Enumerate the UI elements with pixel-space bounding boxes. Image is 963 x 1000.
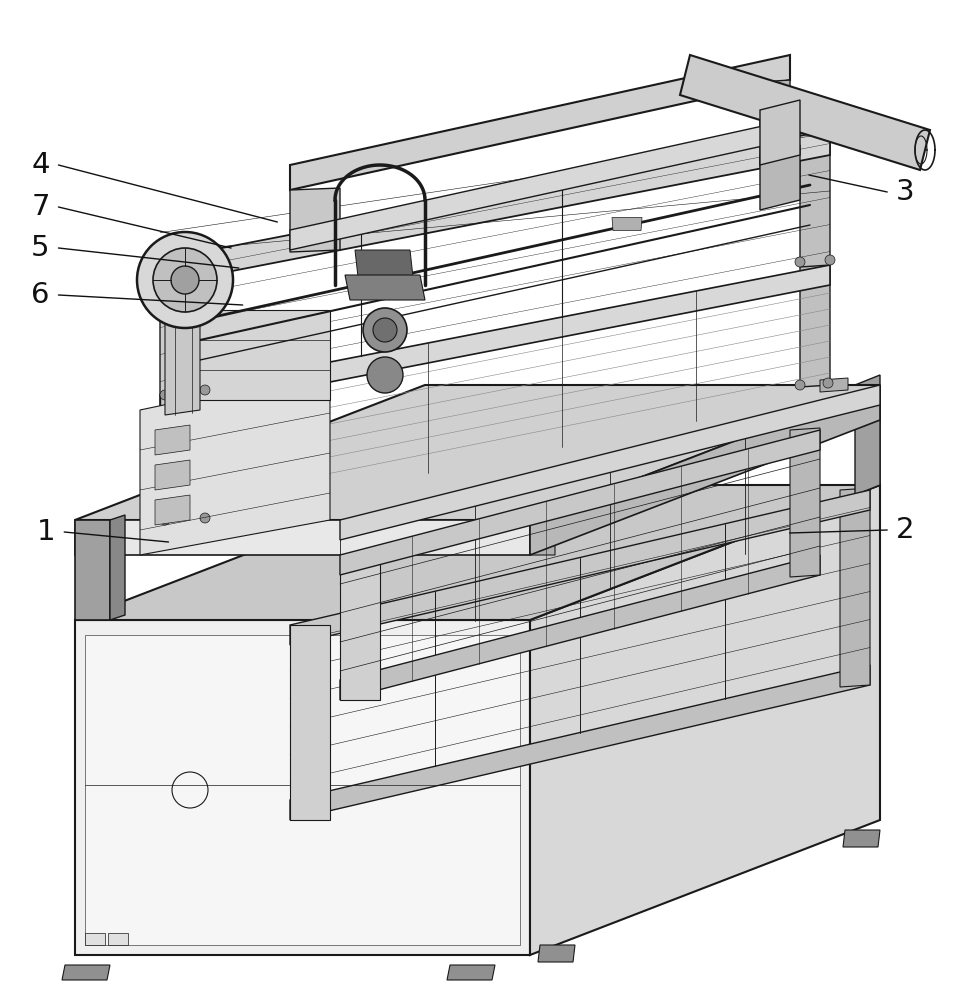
Circle shape (367, 357, 403, 393)
Polygon shape (160, 265, 830, 415)
Polygon shape (612, 218, 642, 231)
Polygon shape (155, 460, 190, 490)
Polygon shape (75, 620, 530, 955)
Polygon shape (855, 375, 880, 495)
Text: 3: 3 (896, 178, 915, 206)
Polygon shape (175, 310, 330, 400)
Circle shape (795, 257, 805, 267)
Polygon shape (160, 258, 200, 395)
Circle shape (363, 308, 407, 352)
Polygon shape (290, 120, 790, 250)
Circle shape (153, 248, 217, 312)
Polygon shape (75, 485, 880, 620)
Polygon shape (290, 55, 790, 190)
Polygon shape (340, 555, 380, 700)
Circle shape (795, 380, 805, 390)
Polygon shape (85, 933, 105, 945)
Circle shape (823, 378, 833, 388)
Polygon shape (530, 485, 880, 955)
Text: 5: 5 (31, 234, 50, 262)
Polygon shape (840, 488, 870, 687)
Polygon shape (160, 130, 830, 285)
Polygon shape (800, 128, 830, 267)
Polygon shape (155, 495, 190, 525)
Polygon shape (75, 520, 110, 620)
Circle shape (200, 385, 210, 395)
Polygon shape (368, 271, 398, 284)
Polygon shape (760, 80, 790, 167)
Circle shape (825, 255, 835, 265)
Polygon shape (530, 508, 555, 555)
Text: 7: 7 (31, 193, 50, 221)
Circle shape (160, 515, 170, 525)
Polygon shape (160, 395, 230, 520)
Circle shape (171, 266, 199, 294)
Polygon shape (165, 285, 200, 415)
Polygon shape (340, 385, 880, 540)
Polygon shape (447, 965, 495, 980)
Polygon shape (85, 635, 520, 945)
Polygon shape (140, 370, 330, 555)
Polygon shape (75, 385, 880, 520)
Polygon shape (150, 513, 180, 527)
Polygon shape (680, 55, 930, 170)
Text: 2: 2 (896, 516, 915, 544)
Polygon shape (155, 425, 190, 455)
Text: 6: 6 (31, 281, 50, 309)
Polygon shape (290, 665, 870, 820)
Text: 1: 1 (37, 518, 56, 546)
Polygon shape (760, 145, 800, 210)
Polygon shape (345, 275, 425, 300)
Polygon shape (760, 100, 800, 165)
Polygon shape (290, 490, 870, 645)
Polygon shape (790, 428, 820, 577)
Polygon shape (340, 555, 820, 700)
Circle shape (200, 513, 210, 523)
Circle shape (373, 318, 397, 342)
Polygon shape (538, 945, 575, 962)
Polygon shape (843, 830, 880, 847)
Polygon shape (400, 480, 425, 520)
Text: 4: 4 (31, 151, 50, 179)
Circle shape (160, 390, 170, 400)
Polygon shape (108, 933, 128, 945)
Polygon shape (800, 263, 830, 387)
Polygon shape (62, 965, 110, 980)
Polygon shape (75, 520, 530, 555)
Polygon shape (340, 430, 820, 575)
Circle shape (137, 232, 233, 328)
Polygon shape (530, 385, 880, 555)
Polygon shape (290, 188, 340, 252)
Polygon shape (290, 625, 330, 820)
Polygon shape (110, 515, 125, 620)
Polygon shape (820, 378, 848, 392)
Polygon shape (355, 250, 415, 295)
